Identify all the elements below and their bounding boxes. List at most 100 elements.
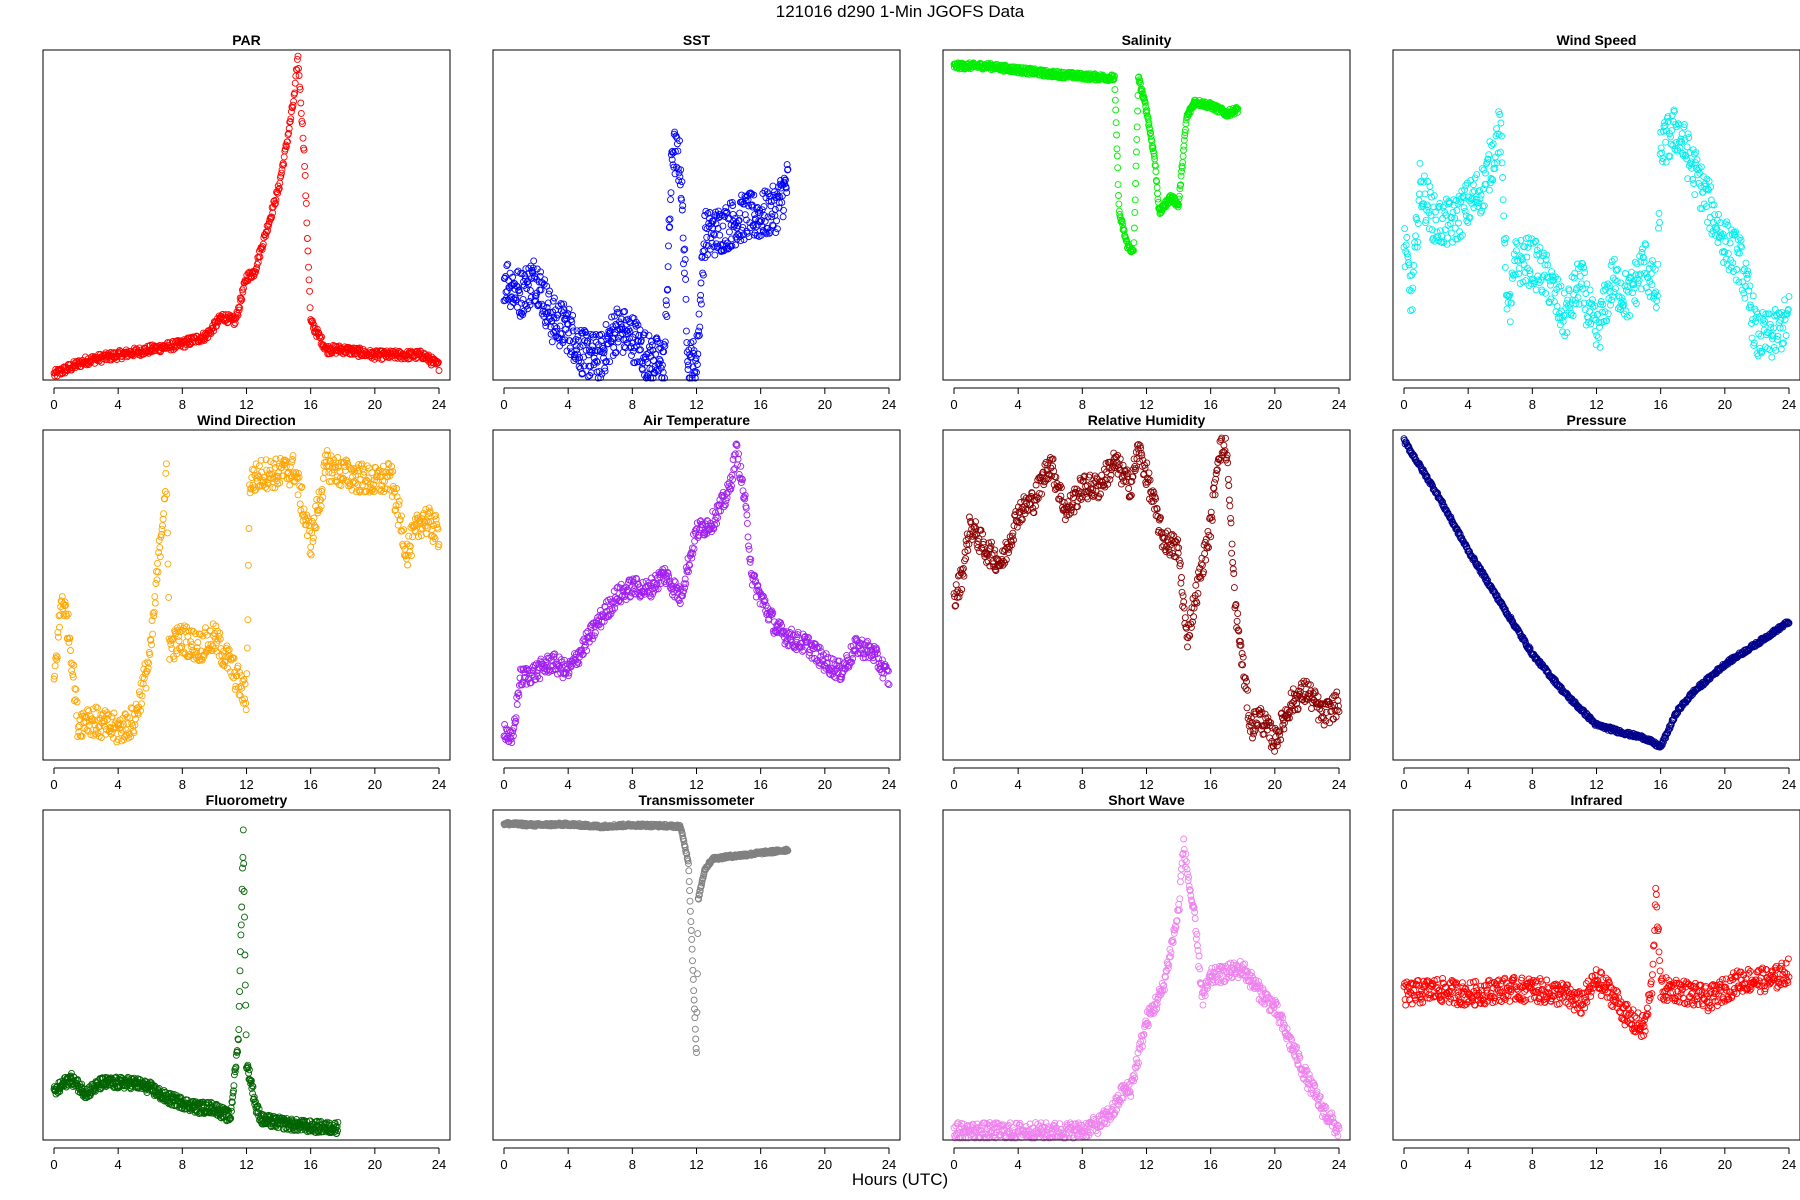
data-point bbox=[1409, 268, 1417, 276]
data-point bbox=[1005, 549, 1012, 557]
data-point bbox=[822, 650, 830, 658]
data-point bbox=[1127, 491, 1135, 499]
data-point bbox=[1693, 165, 1700, 172]
data-point bbox=[1430, 192, 1438, 200]
data-point bbox=[742, 504, 750, 512]
data-point bbox=[325, 468, 333, 476]
data-point bbox=[679, 202, 687, 210]
data-point bbox=[1197, 574, 1205, 582]
data-point bbox=[1503, 305, 1511, 313]
data-point bbox=[536, 675, 544, 683]
data-point bbox=[1229, 559, 1237, 566]
data-point bbox=[1693, 156, 1701, 164]
data-point bbox=[1420, 172, 1428, 180]
data-point bbox=[1223, 454, 1231, 462]
data-point bbox=[266, 466, 274, 474]
data-point bbox=[665, 242, 672, 250]
data-point bbox=[1103, 475, 1111, 483]
data-point bbox=[666, 215, 674, 223]
data-point bbox=[324, 462, 332, 470]
data-point bbox=[544, 299, 552, 307]
data-point bbox=[159, 515, 167, 523]
data-point bbox=[322, 458, 330, 466]
data-point bbox=[1150, 489, 1158, 496]
data-point bbox=[581, 638, 589, 646]
x-tick-label: 12 bbox=[1139, 397, 1153, 410]
data-point bbox=[730, 451, 738, 459]
data-point bbox=[1177, 172, 1185, 180]
data-point bbox=[414, 515, 421, 523]
data-point bbox=[1455, 219, 1462, 227]
data-point bbox=[506, 269, 514, 277]
data-point bbox=[1610, 255, 1618, 263]
data-point bbox=[783, 189, 791, 197]
chart-salinity: SalinityPSU048121620243031323334 bbox=[942, 32, 1351, 410]
data-point bbox=[405, 532, 413, 540]
x-tick-label: 8 bbox=[179, 777, 186, 790]
data-point bbox=[307, 551, 315, 559]
data-point bbox=[697, 517, 705, 525]
data-point bbox=[1496, 111, 1504, 118]
data-point bbox=[1002, 538, 1010, 546]
data-point bbox=[870, 657, 878, 664]
data-point bbox=[158, 525, 166, 533]
data-point bbox=[291, 79, 299, 87]
data-point bbox=[1635, 276, 1643, 284]
data-point bbox=[298, 483, 306, 491]
data-point bbox=[1241, 674, 1249, 682]
data-point bbox=[64, 610, 72, 618]
data-point bbox=[1038, 490, 1046, 498]
data-point bbox=[1434, 232, 1442, 240]
data-point bbox=[1604, 310, 1612, 318]
data-point bbox=[1478, 207, 1486, 215]
data-point bbox=[275, 185, 283, 192]
data-point bbox=[1413, 216, 1421, 223]
data-point bbox=[301, 162, 309, 170]
data-point bbox=[1113, 131, 1120, 139]
x-tick-label: 20 bbox=[818, 397, 832, 410]
data-point bbox=[1545, 299, 1553, 307]
data-point bbox=[1595, 319, 1603, 326]
data-point bbox=[756, 206, 763, 214]
data-point bbox=[805, 634, 813, 642]
data-point bbox=[295, 473, 303, 481]
data-point bbox=[348, 486, 356, 494]
data-point bbox=[980, 538, 988, 546]
data-point bbox=[300, 146, 308, 154]
data-point bbox=[719, 488, 727, 496]
data-point bbox=[1565, 287, 1573, 295]
data-point bbox=[516, 289, 524, 297]
data-point bbox=[352, 471, 360, 479]
data-point bbox=[1506, 318, 1514, 326]
data-point bbox=[696, 323, 704, 331]
data-point bbox=[728, 482, 735, 490]
data-point bbox=[677, 166, 685, 174]
data-point bbox=[298, 120, 306, 128]
data-point bbox=[1114, 164, 1122, 172]
data-point bbox=[53, 653, 61, 661]
data-point bbox=[167, 640, 175, 648]
data-point bbox=[735, 216, 743, 224]
data-point bbox=[1529, 239, 1537, 247]
data-point bbox=[873, 646, 881, 654]
data-point bbox=[130, 729, 138, 737]
data-point bbox=[1621, 282, 1629, 290]
data-point bbox=[965, 513, 973, 521]
data-point bbox=[316, 506, 323, 514]
data-point bbox=[647, 374, 655, 382]
data-point bbox=[1694, 171, 1702, 179]
data-point bbox=[741, 200, 748, 208]
data-point bbox=[150, 612, 158, 620]
data-point bbox=[1128, 477, 1136, 485]
x-tick-label: 0 bbox=[500, 397, 507, 410]
data-point bbox=[1711, 211, 1719, 219]
data-point bbox=[295, 65, 302, 72]
data-point bbox=[416, 517, 424, 525]
data-point bbox=[303, 219, 311, 227]
data-point bbox=[268, 470, 276, 478]
data-point bbox=[243, 670, 251, 678]
data-point bbox=[1586, 308, 1594, 316]
data-point bbox=[1498, 132, 1505, 140]
data-point bbox=[816, 644, 824, 652]
data-point bbox=[884, 667, 892, 675]
